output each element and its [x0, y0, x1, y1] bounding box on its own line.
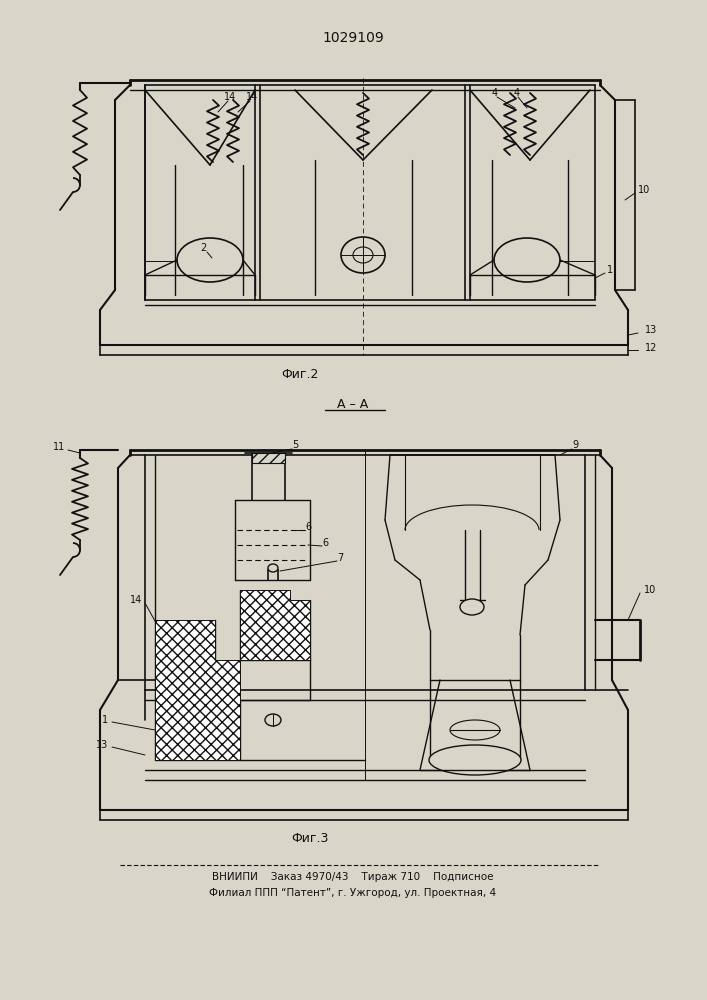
Text: ВНИИПИ    Заказ 4970/43    Тираж 710    Подписное: ВНИИПИ Заказ 4970/43 Тираж 710 Подписное: [212, 872, 493, 882]
Text: 12: 12: [645, 343, 658, 353]
Text: 6: 6: [305, 522, 311, 532]
Text: 2: 2: [200, 243, 206, 253]
Text: 1: 1: [102, 715, 108, 725]
Ellipse shape: [268, 564, 278, 572]
Text: 14: 14: [246, 92, 258, 102]
Ellipse shape: [341, 237, 385, 273]
Text: 1029109: 1029109: [322, 31, 384, 45]
Text: 11: 11: [53, 442, 65, 452]
Text: 4: 4: [492, 88, 498, 98]
Ellipse shape: [177, 238, 243, 282]
Text: Фиг.2: Фиг.2: [281, 368, 319, 381]
Text: Филиал ППП “Патент”, г. Ужгород, ул. Проектная, 4: Филиал ППП “Патент”, г. Ужгород, ул. Про…: [209, 888, 496, 898]
Ellipse shape: [353, 247, 373, 263]
Text: 1: 1: [607, 265, 613, 275]
Text: 5: 5: [292, 440, 298, 450]
Ellipse shape: [460, 599, 484, 615]
Ellipse shape: [265, 714, 281, 726]
Text: 10: 10: [644, 585, 656, 595]
Text: 6: 6: [322, 538, 328, 548]
Ellipse shape: [450, 720, 500, 740]
Text: A – A: A – A: [337, 398, 368, 412]
Text: 14: 14: [224, 92, 236, 102]
Polygon shape: [240, 590, 310, 660]
Text: Фиг.3: Фиг.3: [291, 832, 329, 844]
Text: 13: 13: [95, 740, 108, 750]
Polygon shape: [155, 620, 240, 760]
Text: 13: 13: [645, 325, 658, 335]
Text: 7: 7: [337, 553, 343, 563]
Bar: [252, 453, 285, 463]
Ellipse shape: [494, 238, 560, 282]
Text: 10: 10: [638, 185, 650, 195]
Text: 14: 14: [130, 595, 142, 605]
Ellipse shape: [429, 745, 521, 775]
Text: 9: 9: [572, 440, 578, 450]
Text: 4: 4: [514, 88, 520, 98]
